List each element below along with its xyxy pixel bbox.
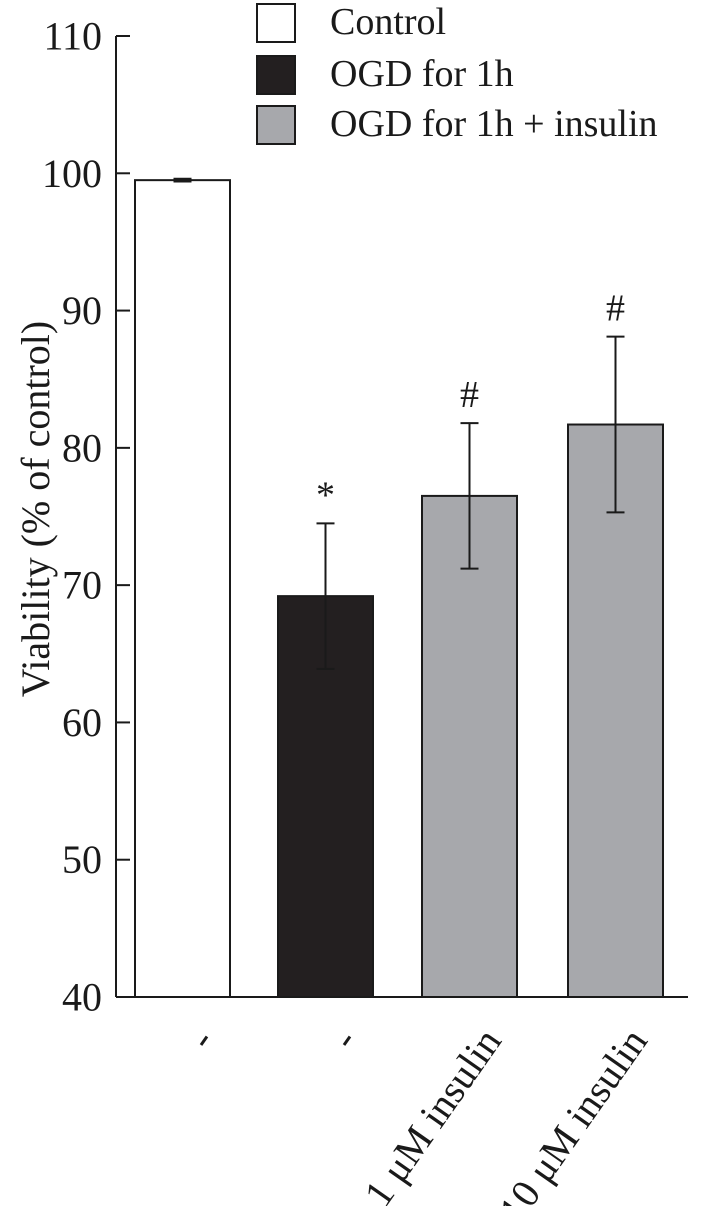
legend-label: OGD for 1h + insulin [330, 103, 658, 145]
legend-label: OGD for 1h [330, 53, 514, 95]
error-bar [316, 522, 335, 670]
x-category-label: - [321, 1020, 366, 1057]
y-tick-label: 100 [42, 151, 102, 196]
error-bar [606, 335, 625, 514]
bar [134, 179, 231, 998]
bar [567, 423, 664, 999]
error-bar [173, 177, 192, 183]
y-tick-label: 110 [43, 14, 102, 59]
y-axis-title: Viability (% of control) [13, 321, 58, 697]
bars [134, 179, 664, 999]
y-axis: 40 50 60 70 80 90 100 110 [42, 14, 130, 1020]
legend-item: OGD for 1h + insulin [256, 103, 658, 145]
x-category-label: 1 μM insulin [355, 1020, 510, 1206]
x-category-label: 10 μM insulin [489, 1020, 655, 1206]
y-tick-label: 70 [62, 563, 102, 608]
legend-item: Control [256, 1, 446, 43]
significance-mark: # [460, 374, 479, 416]
bar [421, 494, 518, 998]
significance-mark: # [606, 288, 625, 330]
y-tick-label: 50 [62, 837, 102, 882]
y-tick-label: 80 [62, 425, 102, 470]
y-tick-label: 40 [62, 975, 102, 1020]
significance-marks: * # # [316, 288, 625, 517]
legend-item: OGD for 1h [256, 53, 514, 95]
legend: Control OGD for 1h OGD for 1h + insulin [256, 1, 658, 145]
x-category-label: - [178, 1020, 223, 1057]
legend-label: Control [330, 1, 446, 43]
legend-swatch [256, 3, 296, 43]
bar [277, 595, 374, 999]
y-tick-label: 60 [62, 700, 102, 745]
significance-mark: * [316, 474, 335, 516]
error-bars [173, 177, 625, 670]
legend-swatch [256, 55, 296, 95]
y-tick-label: 90 [62, 288, 102, 333]
error-bar [460, 422, 479, 570]
legend-swatch [256, 105, 296, 145]
